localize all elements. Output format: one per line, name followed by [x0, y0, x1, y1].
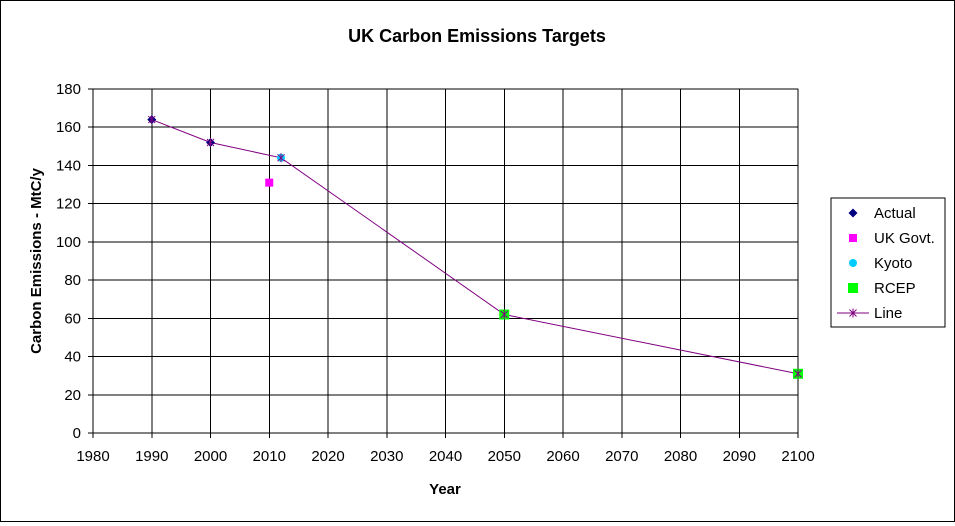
legend-marker-kyoto: [849, 259, 857, 267]
y-tick-label: 100: [56, 234, 81, 251]
legend-label-kyoto: Kyoto: [874, 255, 912, 272]
y-tick-label: 160: [56, 119, 81, 136]
x-tick-label: 1980: [76, 448, 109, 465]
legend-label-actual: Actual: [874, 205, 916, 222]
point-line: [794, 369, 802, 379]
legend-marker-actual: [848, 208, 858, 218]
legend-label-uk-govt: UK Govt.: [874, 230, 935, 247]
point-line: [500, 310, 509, 320]
x-tick-label: 2090: [723, 448, 756, 465]
legend-marker-uk-govt: [849, 234, 857, 242]
legend-marker-rcep: [848, 283, 858, 293]
series-layer: [147, 115, 803, 379]
point-line: [206, 138, 215, 148]
legend-label-line: Line: [874, 305, 902, 322]
point-line: [277, 153, 285, 163]
x-tick-label: 2060: [546, 448, 579, 465]
x-tick-label: 2020: [311, 448, 344, 465]
y-tick-label: 40: [64, 349, 81, 366]
grid-lines: [93, 88, 799, 433]
x-tick-label: 2100: [781, 448, 814, 465]
axes: 1980 1990 2000 2010 2020 2030 2040 2050 2060 2070…: [56, 81, 815, 465]
legend: Actual UK Govt. Kyoto RCEP Line: [830, 197, 946, 328]
y-tick-label: 120: [56, 196, 81, 213]
x-tick-label: 1990: [135, 448, 168, 465]
x-axis-label: Year: [429, 481, 461, 498]
x-tick-label: 2040: [429, 448, 462, 465]
x-tick-label: 2070: [605, 448, 638, 465]
legend-label-rcep: RCEP: [874, 280, 916, 297]
point-uk-govt: [265, 178, 274, 187]
chart-title: UK Carbon Emissions Targets: [348, 26, 606, 46]
point-line: [147, 115, 156, 125]
x-tick-label: 2010: [253, 448, 286, 465]
x-tick-label: 2030: [370, 448, 403, 465]
y-tick-label: 180: [56, 81, 81, 98]
y-axis-label: Carbon Emissions - MtC/y: [28, 167, 45, 354]
legend-marker-line: [849, 308, 857, 318]
y-tick-label: 20: [64, 387, 81, 404]
x-tick-label: 2000: [194, 448, 227, 465]
y-tick-label: 0: [73, 425, 81, 442]
y-tick-label: 80: [64, 272, 81, 289]
y-tick-label: 60: [64, 310, 81, 327]
x-tick-label: 2050: [488, 448, 521, 465]
x-tick-label: 2080: [664, 448, 697, 465]
y-tick-label: 140: [56, 157, 81, 174]
